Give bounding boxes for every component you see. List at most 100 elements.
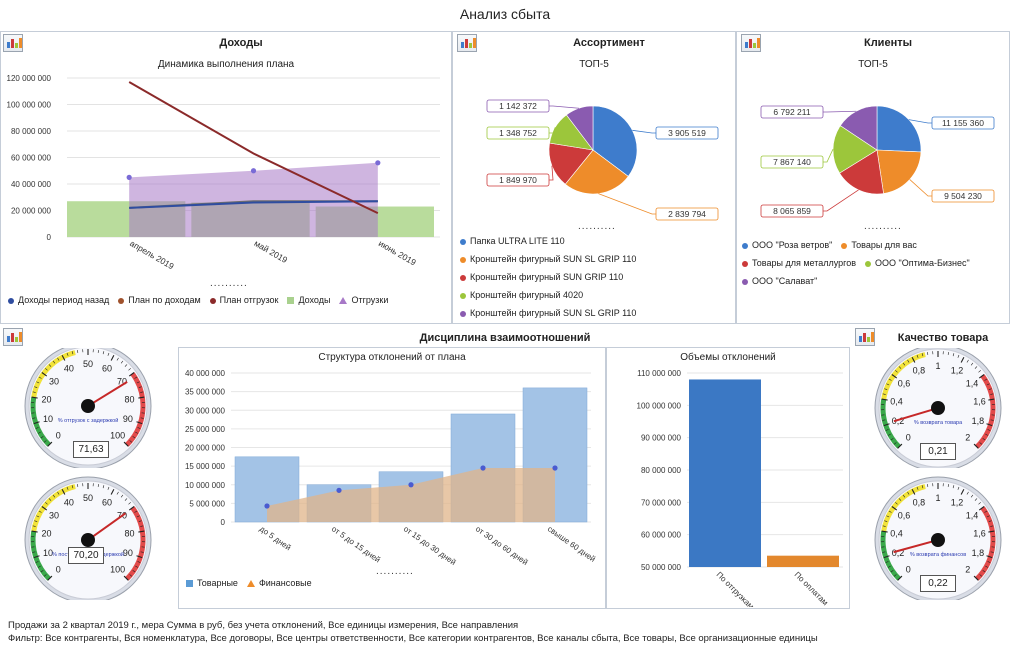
chart-settings-icon[interactable] bbox=[457, 34, 477, 52]
legend-item[interactable]: Папка ULTRA LITE 110 bbox=[460, 232, 636, 250]
legend-item[interactable]: ООО "Салават" bbox=[742, 272, 817, 290]
gauge-tick bbox=[71, 485, 74, 489]
gauge-tick bbox=[61, 488, 66, 495]
point bbox=[264, 503, 270, 509]
y-tick-label: 50 000 000 bbox=[641, 563, 682, 572]
pie-data-label: 2 839 794 bbox=[668, 209, 706, 219]
gauge-tick bbox=[988, 520, 992, 522]
pie-leader bbox=[632, 129, 656, 134]
gauge-tick bbox=[40, 436, 44, 439]
quality-header: Качество товара bbox=[897, 332, 989, 344]
y-tick-label: 70 000 000 bbox=[641, 498, 682, 507]
chart-settings-icon[interactable] bbox=[855, 328, 875, 346]
legend-item[interactable]: Кронштейн фигурный SUN SL GRIP 110 bbox=[460, 304, 636, 322]
y-tick-label: 0 bbox=[221, 518, 226, 527]
legend-item[interactable]: План отгрузок bbox=[209, 295, 279, 305]
footer-line-1: Продажи за 2 квартал 2019 г., мера Сумма… bbox=[8, 620, 519, 631]
y-tick-label: 80 000 000 bbox=[641, 466, 682, 475]
gauge-tick-label: 1,6 bbox=[973, 528, 986, 538]
area bbox=[129, 162, 378, 237]
gauge-tick bbox=[110, 354, 115, 361]
gauge-tick bbox=[37, 565, 41, 568]
pie-leader bbox=[598, 193, 656, 215]
series-line bbox=[129, 200, 378, 209]
gauge-tick bbox=[960, 488, 965, 495]
gauge-tick-label: 0 bbox=[906, 433, 911, 443]
revenue-more[interactable]: .......... bbox=[210, 278, 248, 289]
gauge-tick-label: 1,6 bbox=[973, 396, 986, 406]
gauge-tick-label: 0,4 bbox=[890, 528, 903, 538]
gauge-tick-label: 1,4 bbox=[966, 510, 979, 520]
gauge-tick bbox=[957, 486, 960, 490]
gauge-tick-label: 0,6 bbox=[898, 510, 911, 520]
legend-item[interactable]: Финансовые bbox=[246, 578, 312, 588]
gauge-tick-label: 1,8 bbox=[972, 416, 985, 426]
y-tick-label: 60 000 000 bbox=[11, 154, 52, 163]
gauge-tick bbox=[140, 391, 144, 393]
gauge-tick-label: 50 bbox=[83, 493, 93, 503]
gauge-tick bbox=[890, 438, 894, 441]
chart-settings-icon[interactable] bbox=[3, 328, 23, 346]
gauge-tick bbox=[893, 574, 897, 577]
gauge-tick-label: 100 bbox=[110, 431, 125, 441]
legend-item[interactable]: ООО "Оптима-Бизнес" bbox=[865, 254, 970, 272]
gauge-tick-label: 100 bbox=[110, 565, 125, 575]
chart-settings-icon[interactable] bbox=[3, 34, 23, 52]
gauge-tick bbox=[990, 393, 994, 395]
legend-item[interactable]: Товары для металлургов bbox=[742, 254, 856, 272]
legend-item[interactable]: Товары для вас bbox=[841, 236, 917, 254]
gauge-tick bbox=[893, 442, 897, 445]
gauge-tick-label: 40 bbox=[64, 364, 74, 374]
assortment-more[interactable]: .......... bbox=[578, 221, 616, 232]
legend-item[interactable]: Отгрузки bbox=[339, 295, 388, 305]
gauge-tick bbox=[978, 374, 985, 379]
legend-label: Кронштейн фигурный SUN SL GRIP 110 bbox=[470, 254, 637, 264]
revenue-chart: 0 20 000 000 40 000 000 60 000 000 80 000 00… bbox=[7, 74, 440, 271]
gauge-tick bbox=[128, 372, 135, 377]
gauge-tick bbox=[921, 353, 924, 357]
gauge-tick bbox=[974, 366, 978, 369]
gauge-tick bbox=[128, 368, 131, 371]
gauge-tick bbox=[985, 565, 989, 568]
discipline-more[interactable]: .......... bbox=[376, 566, 414, 577]
gauge-tick bbox=[41, 372, 48, 377]
gauge-tick bbox=[927, 483, 929, 488]
gauge-tick-label: 80 bbox=[124, 394, 134, 404]
legend-item[interactable]: Товарные bbox=[186, 578, 238, 588]
gauge-tick-label: 1,2 bbox=[951, 366, 964, 376]
legend-item[interactable]: Кронштейн фигурный SUN SL GRIP 110 bbox=[460, 250, 636, 268]
legend-item[interactable]: План по доходам bbox=[118, 295, 201, 305]
gauge-tick bbox=[897, 575, 903, 581]
legend-item[interactable]: Доходы период назад bbox=[8, 295, 109, 305]
legend-label: План отгрузок bbox=[219, 295, 279, 305]
legend-label: Доходы bbox=[298, 295, 331, 305]
chart-settings-icon[interactable] bbox=[741, 34, 761, 52]
gauge-tick-label: 0,8 bbox=[913, 498, 926, 508]
gauge-tick bbox=[136, 421, 143, 425]
gauge-tick-label: 0 bbox=[56, 565, 61, 575]
gauge-tick bbox=[907, 491, 910, 495]
gauge-tick bbox=[911, 488, 916, 495]
gauge-tick-label: 1,4 bbox=[966, 378, 979, 388]
gauge-tick bbox=[907, 359, 910, 363]
point bbox=[336, 487, 342, 493]
legend-label: ООО "Салават" bbox=[752, 276, 818, 286]
gauge-tick bbox=[140, 551, 144, 553]
gauge-tick bbox=[970, 494, 974, 498]
gauge-hub bbox=[81, 533, 95, 547]
legend-item[interactable]: Доходы bbox=[287, 295, 330, 305]
gauge-tick bbox=[883, 555, 890, 559]
gauge-tick bbox=[897, 443, 903, 449]
gauge-tick-label: 2 bbox=[965, 433, 970, 443]
gauge-tick bbox=[61, 354, 66, 361]
gauge-tick-label: 0,8 bbox=[913, 366, 926, 376]
gauge-tick bbox=[33, 555, 40, 559]
y-tick-label: 110 000 000 bbox=[637, 369, 681, 378]
clients-more[interactable]: .......... bbox=[864, 221, 902, 232]
legend-item[interactable]: ООО "Роза ветров" bbox=[742, 236, 832, 254]
gauge-tick bbox=[123, 441, 129, 447]
gauge-tick bbox=[898, 498, 902, 501]
gauge-tick bbox=[982, 438, 986, 441]
legend-item[interactable]: Кронштейн фигурный 4020 bbox=[460, 286, 636, 304]
legend-item[interactable]: Кронштейн фигурный SUN GRIP 110 bbox=[460, 268, 636, 286]
